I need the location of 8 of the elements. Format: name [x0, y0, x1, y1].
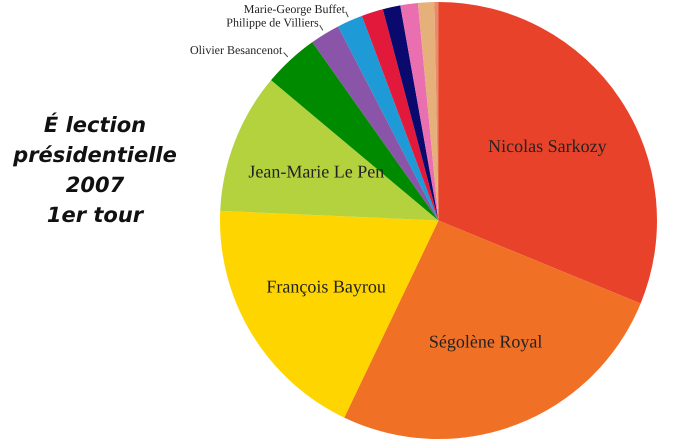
slice-label: Olivier Besancenot	[190, 43, 283, 58]
slice-label: François Bayrou	[266, 276, 386, 297]
slice-label: Ségolène Royal	[428, 332, 542, 352]
slice-label: Nicolas Sarkozy	[488, 136, 607, 156]
slice-label: Jean-Marie Le Pen	[248, 162, 384, 182]
slice-label: Philippe de Villiers	[226, 16, 320, 30]
slice-label: Marie-George Buffet	[244, 2, 346, 16]
text: É lection présidentielle 2007 1er tour	[12, 112, 178, 229]
